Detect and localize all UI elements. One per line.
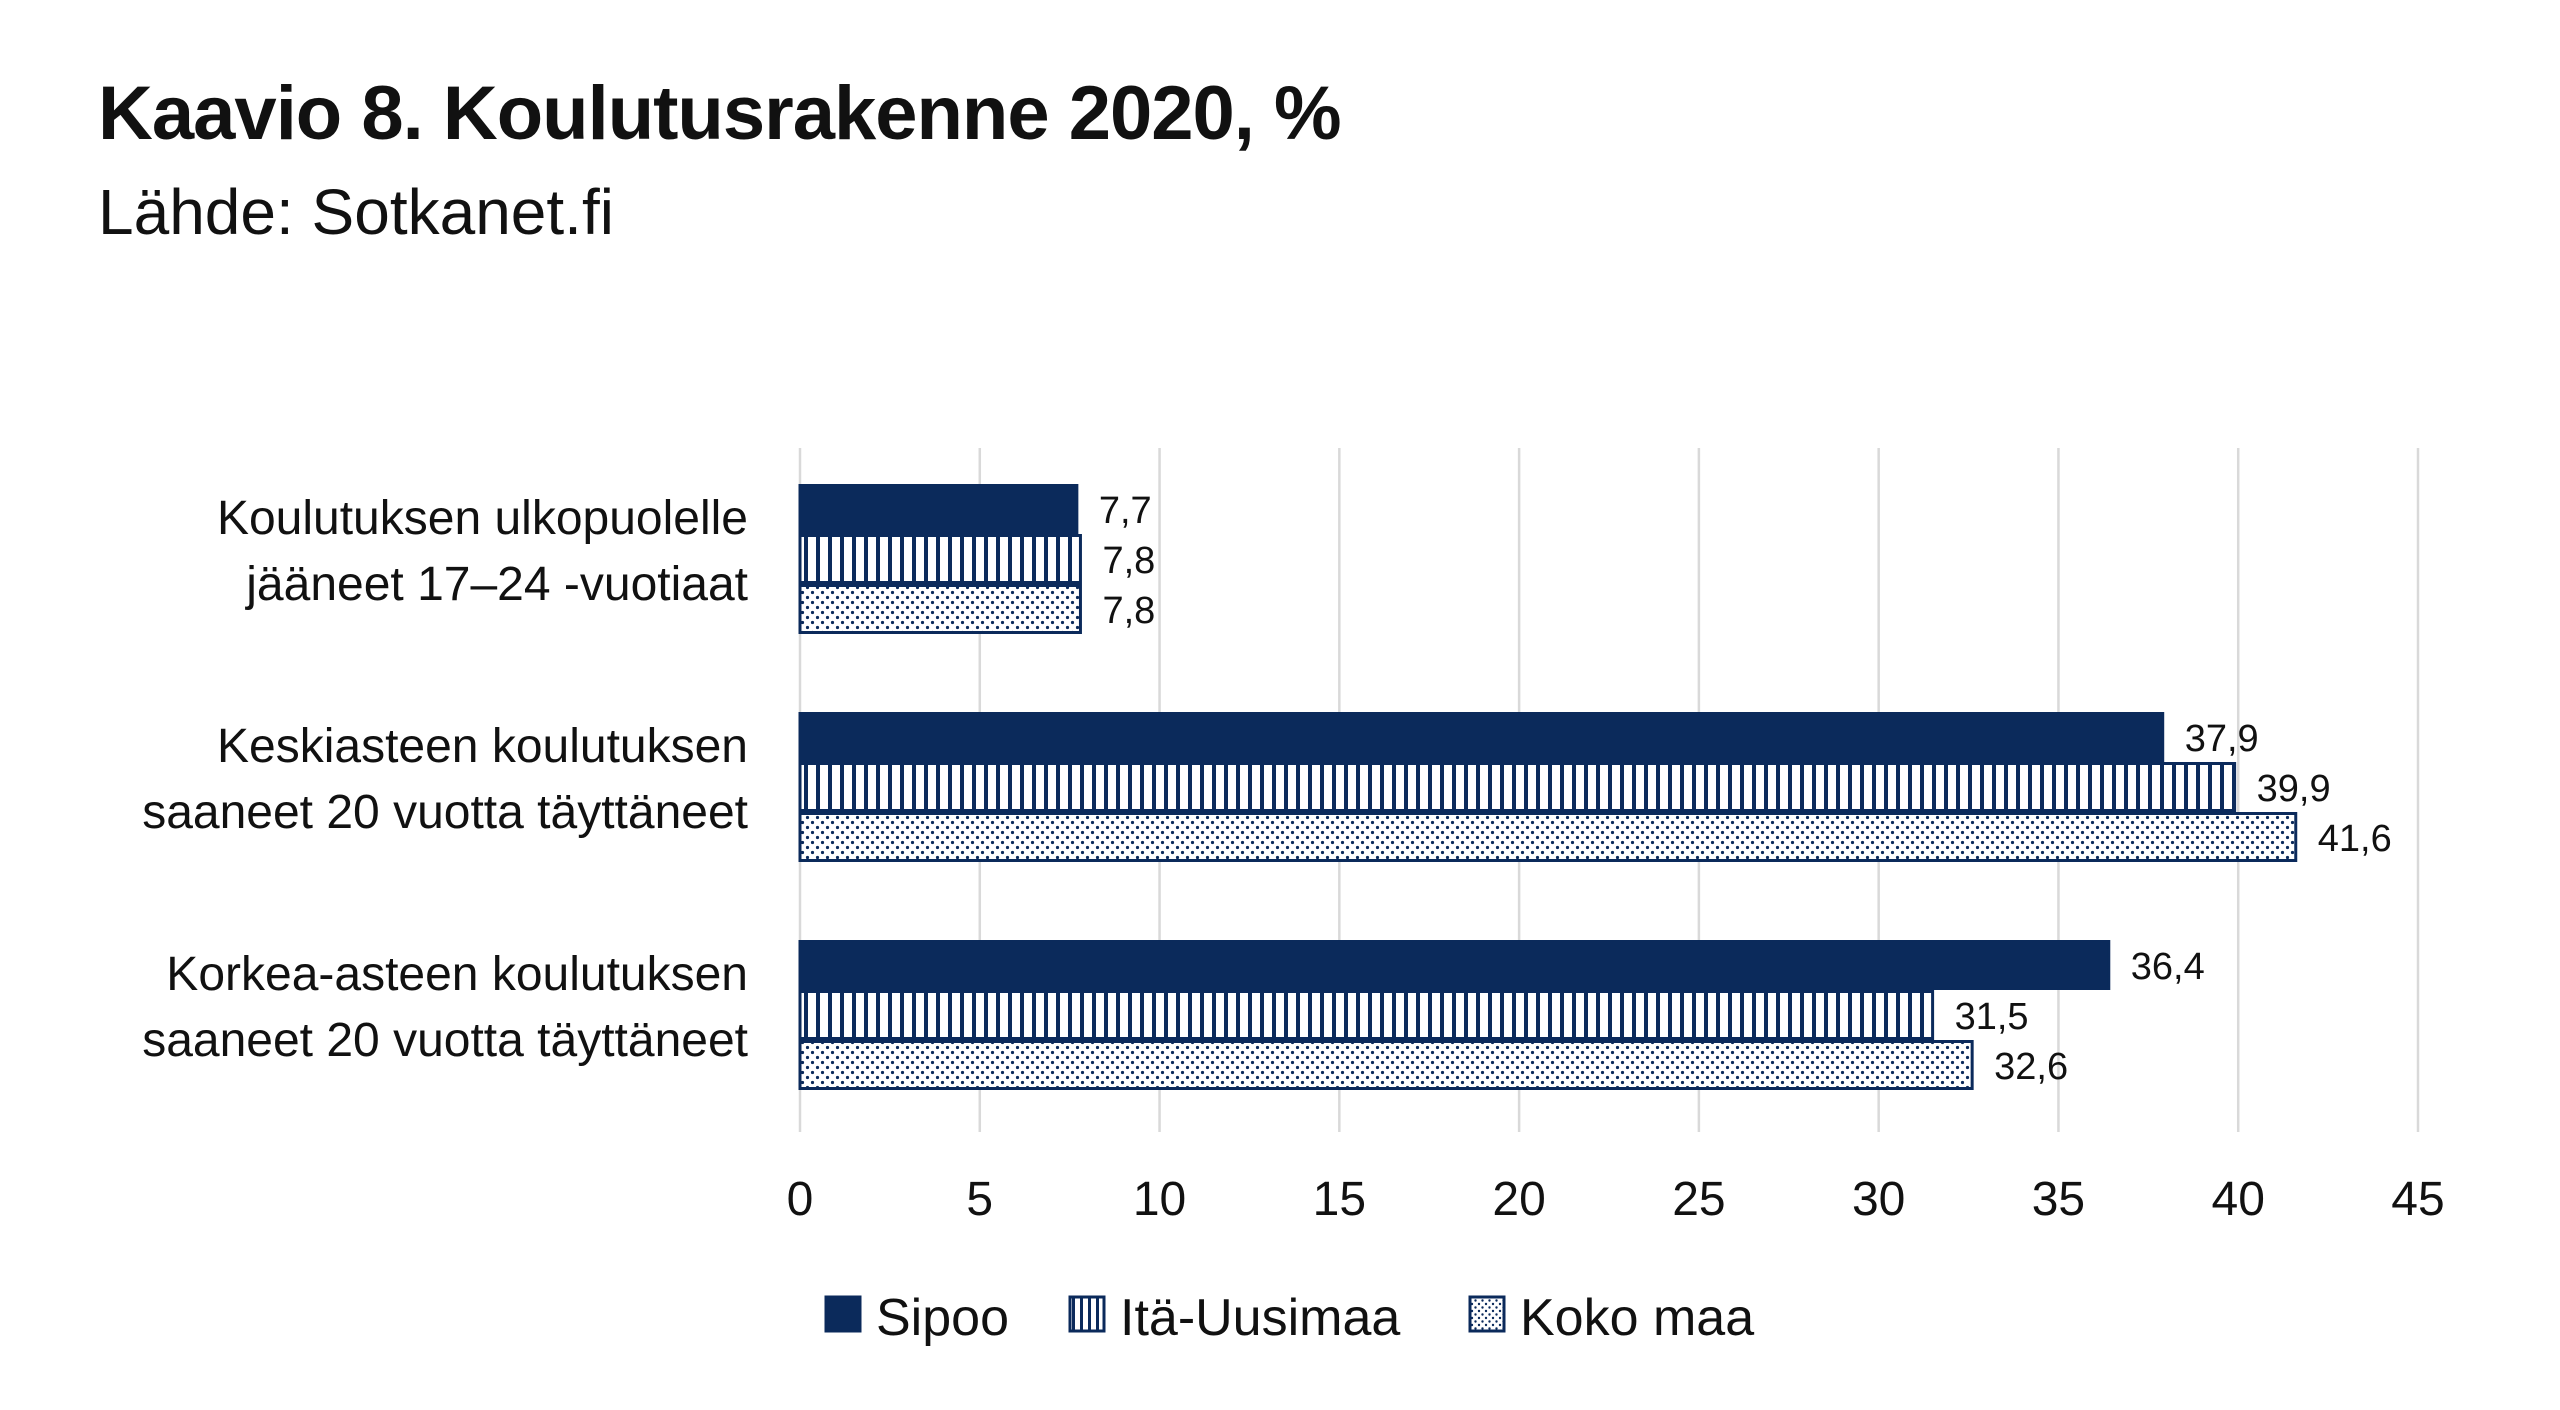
x-tick-label: 40 — [2212, 1173, 2265, 1226]
data-label: 7,8 — [1102, 590, 1155, 632]
bar-vertical-stripes — [798, 762, 2237, 812]
bar-solid — [798, 940, 2111, 990]
bar-dots — [798, 812, 2298, 862]
legend-label: Sipoo — [876, 1289, 1009, 1347]
legend-swatch — [824, 1295, 862, 1333]
x-tick-label: 45 — [2391, 1173, 2444, 1226]
data-labels: 7,7 7,8 7,8 37,9 39,9 41,6 36,4 31,5 32,6 — [1099, 490, 2392, 1088]
category-label: saaneet 20 vuotta täyttäneet — [142, 786, 748, 839]
bar-solid — [798, 712, 2165, 762]
bar-vertical-stripes — [798, 990, 1935, 1040]
x-tick-label: 35 — [2032, 1173, 2085, 1226]
bar-vertical-stripes — [798, 534, 1082, 584]
x-tick-label: 5 — [966, 1173, 993, 1226]
bar-dots — [798, 584, 1082, 634]
x-tick-label: 10 — [1133, 1173, 1186, 1226]
x-axis-ticks: 0 5 10 15 20 25 30 35 40 45 — [787, 1173, 2445, 1226]
category-label: saaneet 20 vuotta täyttäneet — [142, 1014, 748, 1067]
data-label: 31,5 — [1955, 996, 2029, 1038]
x-tick-label: 25 — [1672, 1173, 1725, 1226]
legend-label: Itä-Uusimaa — [1120, 1289, 1400, 1347]
legend-swatch — [1068, 1295, 1106, 1333]
category-labels: Koulutuksen ulkopuolelle jääneet 17–24 -v… — [142, 492, 748, 1067]
x-tick-label: 0 — [787, 1173, 814, 1226]
category-label: jääneet 17–24 -vuotiaat — [244, 558, 748, 611]
x-tick-label: 20 — [1492, 1173, 1545, 1226]
legend: Sipoo Itä-Uusimaa Koko maa — [824, 1289, 1754, 1347]
bars — [798, 484, 2298, 1090]
data-label: 39,9 — [2257, 768, 2331, 810]
legend-label: Koko maa — [1520, 1289, 1754, 1347]
bar-dots — [798, 1040, 1974, 1090]
data-label: 32,6 — [1994, 1046, 2068, 1088]
data-label: 37,9 — [2185, 718, 2259, 760]
data-label: 36,4 — [2131, 946, 2205, 988]
x-tick-label: 30 — [1852, 1173, 1905, 1226]
legend-swatch — [1468, 1295, 1506, 1333]
bar-solid — [798, 484, 1079, 534]
category-label: Keskiasteen koulutuksen — [217, 720, 748, 773]
category-label: Koulutuksen ulkopuolelle — [217, 492, 748, 545]
data-label: 7,8 — [1102, 540, 1155, 582]
data-label: 7,7 — [1099, 490, 1152, 532]
x-tick-label: 15 — [1313, 1173, 1366, 1226]
chart-title: Kaavio 8. Koulutusrakenne 2020, % — [98, 71, 1342, 156]
data-label: 41,6 — [2318, 818, 2392, 860]
chart-subtitle: Lähde: Sotkanet.fi — [98, 176, 614, 248]
category-label: Korkea-asteen koulutuksen — [166, 948, 748, 1001]
